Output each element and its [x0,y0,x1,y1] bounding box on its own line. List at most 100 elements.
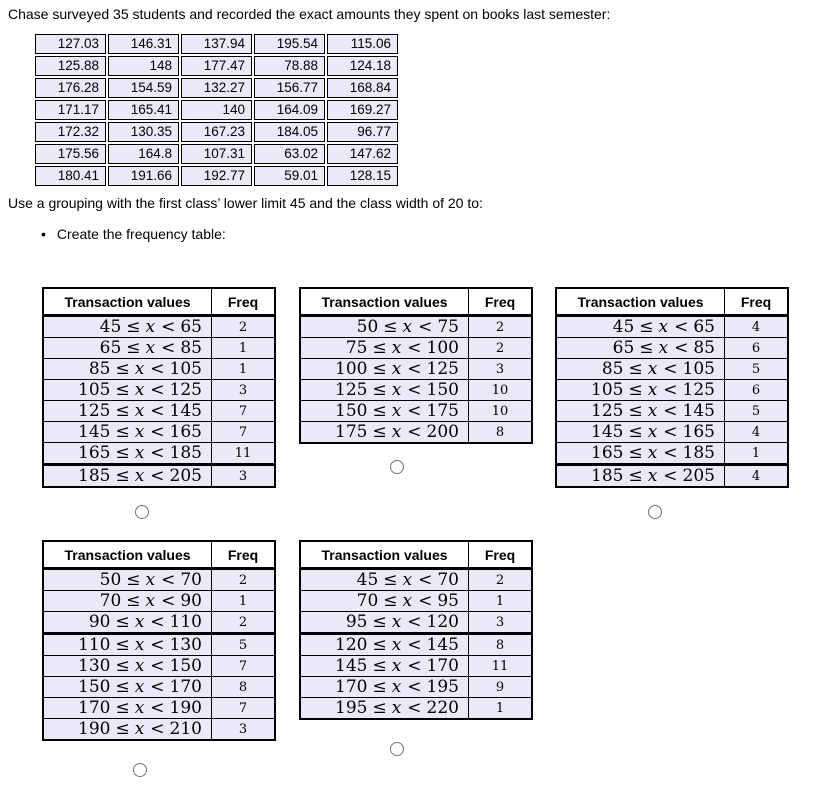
amount-cell: 147.62 [327,144,398,164]
class-interval-row: 150 ≤ x <170 8 [42,676,276,698]
amount-cell: 125.88 [35,56,106,76]
lt-operator: < [407,338,422,358]
interval-cell: 70 ≤ x <95 [299,590,469,612]
variable-x: x [134,401,145,421]
class-interval-row: 175 ≤ x <200 8 [299,421,533,444]
radio-option-D[interactable] [133,763,147,777]
col-header-transaction-values: Transaction values [42,287,212,317]
frequency-cell: 1 [468,590,533,612]
lt-operator: < [161,338,176,358]
frequency-cell: 10 [468,379,533,401]
interval-lower-bound: 65 [99,338,122,358]
frequency-cell: 1 [468,697,533,720]
interval-cell: 70 ≤ x <90 [42,590,212,612]
leq-operator: ≤ [383,317,398,337]
leq-operator: ≤ [372,656,387,676]
leq-operator: ≤ [383,570,398,590]
radio-option-E[interactable] [390,742,404,756]
interval-upper-bound: 170 [169,677,202,697]
leq-operator: ≤ [372,338,387,358]
class-interval-row: 195 ≤ x <220 1 [299,697,533,720]
class-interval-row: 95 ≤ x <120 3 [299,611,533,634]
frequency-cell: 9 [468,676,533,698]
class-interval-row: 105 ≤ x <125 3 [42,379,276,401]
interval-upper-bound: 85 [693,338,715,358]
amount-cell: 78.88 [254,56,325,76]
frequency-cell: 4 [724,315,789,338]
interval-cell: 190 ≤ x <210 [42,718,212,741]
variable-x: x [134,698,145,718]
interval-lower-bound: 75 [345,338,368,358]
interval-cell: 125 ≤ x <145 [42,400,212,422]
amounts-row: 175.56 164.8 107.31 63.02 147.62 [35,144,398,164]
variable-x: x [391,698,402,718]
amount-cell: 167.23 [181,122,252,142]
interval-upper-bound: 65 [180,317,202,337]
interval-upper-bound: 205 [169,466,202,486]
frequency-cell: 11 [468,655,533,677]
frequency-cell: 4 [724,421,789,443]
lt-operator: < [161,317,176,337]
amount-cell: 164.09 [254,100,325,120]
lt-operator: < [150,698,165,718]
frequency-cell: 8 [468,632,533,656]
variable-x: x [145,338,156,358]
variable-x: x [391,401,402,421]
interval-upper-bound: 175 [426,401,459,421]
leq-operator: ≤ [628,359,643,379]
variable-x: x [134,466,145,486]
amount-cell: 63.02 [254,144,325,164]
radio-option-A[interactable] [135,505,149,519]
interval-upper-bound: 145 [682,401,715,421]
lt-operator: < [663,380,678,400]
interval-cell: 170 ≤ x <195 [299,676,469,698]
frequency-cell: 3 [211,463,276,488]
interval-upper-bound: 70 [437,570,459,590]
leq-operator: ≤ [628,422,643,442]
interval-lower-bound: 65 [612,338,635,358]
class-interval-row: 185 ≤ x <205 3 [42,463,276,488]
interval-lower-bound: 170 [78,698,111,718]
amount-cell: 171.17 [35,100,106,120]
leq-operator: ≤ [639,317,654,337]
lt-operator: < [407,698,422,718]
interval-lower-bound: 125 [78,401,111,421]
variable-x: x [134,612,145,632]
interval-cell: 175 ≤ x <200 [299,421,469,444]
amount-cell: 128.15 [327,166,398,186]
interval-upper-bound: 185 [169,443,202,463]
variable-x: x [145,591,156,611]
interval-upper-bound: 210 [169,719,202,739]
interval-upper-bound: 125 [426,359,459,379]
lt-operator: < [674,317,689,337]
interval-upper-bound: 75 [437,317,459,337]
interval-cell: 75 ≤ x <100 [299,337,469,359]
frequency-cell: 8 [468,421,533,444]
lt-operator: < [161,570,176,590]
frequency-table-B: Transaction values Freq 50 ≤ x <75 2 75 ≤ x <100 2 1… [299,287,533,444]
amounts-row: 172.32 130.35 167.23 184.05 96.77 [35,122,398,142]
frequency-table-header-row: Transaction values Freq [555,287,789,317]
col-header-freq: Freq [468,540,533,570]
radio-option-B[interactable] [390,460,404,474]
frequency-cell: 1 [211,358,276,380]
interval-upper-bound: 145 [169,401,202,421]
amount-cell: 172.32 [35,122,106,142]
variable-x: x [391,338,402,358]
variable-x: x [134,635,145,655]
interval-cell: 65 ≤ x <85 [42,337,212,359]
interval-cell: 100 ≤ x <125 [299,358,469,380]
class-interval-row: 125 ≤ x <145 5 [555,400,789,422]
interval-lower-bound: 105 [591,380,624,400]
variable-x: x [647,466,658,486]
leq-operator: ≤ [372,612,387,632]
interval-lower-bound: 130 [78,656,111,676]
lt-operator: < [663,422,678,442]
class-interval-row: 75 ≤ x <100 2 [299,337,533,359]
frequency-cell: 1 [211,590,276,612]
radio-option-C[interactable] [648,505,662,519]
interval-cell: 45 ≤ x <65 [555,315,725,338]
amount-cell: 168.84 [327,78,398,98]
amount-cell: 192.77 [181,166,252,186]
interval-cell: 50 ≤ x <70 [42,568,212,591]
